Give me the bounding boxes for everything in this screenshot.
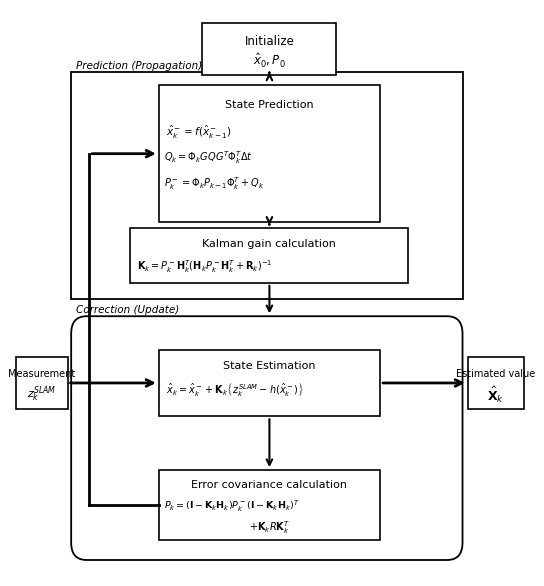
Text: $\mathbf{K}_k = P_k^-\mathbf{H}_k^T(\mathbf{H}_kP_k^-\mathbf{H}_k^T + \mathbf{R}: $\mathbf{K}_k = P_k^-\mathbf{H}_k^T(\mat… (137, 258, 272, 275)
Bar (71, 73, 462, 299)
Bar (159, 350, 380, 416)
Text: $P_k = (\mathbf{I} - \mathbf{K}_k\mathbf{H}_k)P_k^-(\mathbf{I} - \mathbf{K}_k\ma: $P_k = (\mathbf{I} - \mathbf{K}_k\mathbf… (164, 499, 299, 514)
Text: Correction (Update): Correction (Update) (76, 305, 180, 315)
Bar (159, 470, 380, 540)
Text: Kalman gain calculation: Kalman gain calculation (202, 239, 336, 249)
Text: Error covariance calculation: Error covariance calculation (191, 481, 348, 490)
Text: State Estimation: State Estimation (223, 361, 316, 371)
Text: $z_k^{SLAM}$: $z_k^{SLAM}$ (27, 384, 57, 404)
Text: Prediction (Propagation): Prediction (Propagation) (76, 62, 202, 71)
Bar (202, 23, 336, 76)
Bar (159, 86, 380, 222)
Text: Initialize: Initialize (244, 35, 294, 48)
Text: $\hat{\mathbf{X}}_k$: $\hat{\mathbf{X}}_k$ (487, 384, 504, 404)
Text: Estimated value: Estimated value (456, 369, 536, 379)
Text: $\hat{x}_k^- = f(\hat{x}_{k-1}^-)$: $\hat{x}_k^- = f(\hat{x}_{k-1}^-)$ (166, 123, 232, 141)
Bar (16, 357, 67, 409)
Bar (468, 357, 524, 409)
Text: $Q_k = \Phi_k GQG^T\Phi_k^T\Delta t$: $Q_k = \Phi_k GQG^T\Phi_k^T\Delta t$ (164, 149, 253, 166)
Text: $\hat{x}_0, P_0$: $\hat{x}_0, P_0$ (253, 52, 286, 70)
Text: State Prediction: State Prediction (225, 100, 314, 110)
Bar (131, 228, 409, 283)
Text: $P_k^- = \Phi_k P_{k-1}\Phi_k^T + Q_k$: $P_k^- = \Phi_k P_{k-1}\Phi_k^T + Q_k$ (164, 175, 264, 192)
Text: Measurement: Measurement (8, 369, 76, 379)
FancyBboxPatch shape (71, 316, 462, 560)
Text: $\hat{x}_k = \hat{x}_k^- + \mathbf{K}_k\left\{z_k^{SLAM} - h(\hat{x}_k^-)\right\: $\hat{x}_k = \hat{x}_k^- + \mathbf{K}_k\… (166, 381, 305, 398)
Text: $+ \mathbf{K}_kR\mathbf{K}_k^T$: $+ \mathbf{K}_kR\mathbf{K}_k^T$ (249, 519, 290, 536)
